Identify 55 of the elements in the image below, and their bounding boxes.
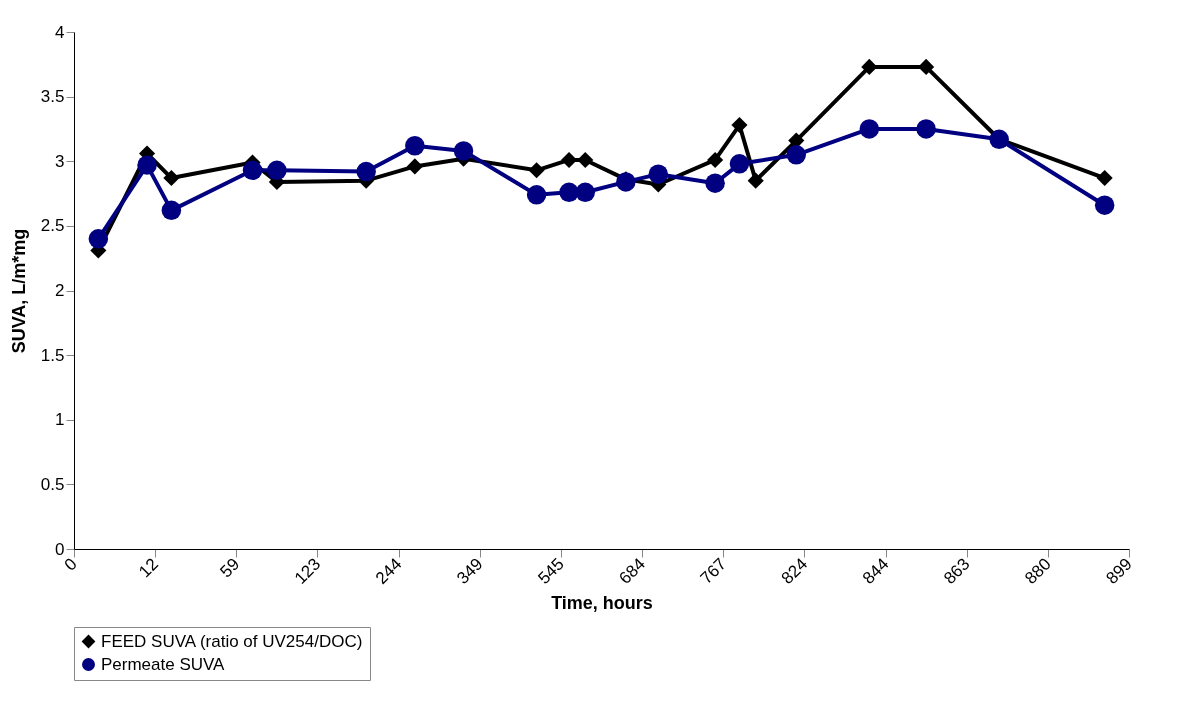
legend-label: FEED SUVA (ratio of UV254/DOC): [101, 631, 363, 651]
x-tick-label: 59: [216, 554, 244, 582]
point: [575, 182, 596, 202]
point: [861, 58, 878, 75]
point: [731, 117, 748, 134]
x-tick-label: 880: [1021, 554, 1055, 588]
y-tick-label: 4: [55, 22, 65, 42]
x-tick-label: 123: [290, 554, 325, 588]
x-tick-label: 767: [696, 554, 731, 588]
point: [1094, 195, 1115, 215]
point: [453, 141, 474, 161]
point: [526, 185, 547, 205]
point: [616, 172, 636, 192]
y-tick-label: 2.5: [40, 216, 65, 236]
x-axis-title: Time, hours: [551, 593, 653, 614]
y-tick-label: 2: [55, 281, 65, 300]
point: [648, 164, 669, 184]
y-tick-label: 0.5: [40, 474, 65, 494]
y-tick-label: 3: [55, 151, 65, 171]
x-tick-label: 863: [940, 554, 974, 588]
x-tick-label: 349: [453, 554, 487, 588]
point: [786, 145, 807, 165]
point: [577, 151, 594, 169]
point: [747, 172, 764, 189]
point: [705, 173, 725, 193]
y-tick-label: 3.5: [40, 87, 65, 107]
y-tick-label: 0: [55, 539, 65, 559]
point: [729, 154, 750, 174]
x-tick-label: 824: [777, 554, 812, 588]
y-tick-label: 1.5: [40, 345, 65, 365]
x-tick-label: 844: [858, 554, 893, 588]
point: [528, 162, 545, 179]
x-tick-label: 244: [371, 554, 406, 588]
point: [163, 169, 180, 187]
point: [918, 58, 935, 75]
point: [88, 229, 109, 249]
legend-label: Permeate SUVA: [101, 654, 226, 674]
point: [405, 136, 425, 156]
point: [242, 160, 263, 181]
y-tick-label: 1: [55, 410, 65, 430]
point: [859, 119, 880, 139]
x-tick-label: 684: [615, 554, 649, 588]
point: [161, 200, 182, 221]
point: [406, 158, 423, 175]
point: [559, 182, 579, 202]
x-tick-label: 12: [135, 554, 163, 582]
point: [707, 151, 724, 169]
point: [916, 119, 936, 139]
point: [356, 161, 376, 182]
point: [137, 155, 157, 175]
x-tick-label: 899: [1102, 554, 1136, 588]
y-axis-title: SUVA, L/m*mg: [8, 228, 29, 354]
point: [267, 160, 287, 181]
x-tick-label: 545: [534, 554, 568, 588]
point: [1096, 169, 1113, 187]
